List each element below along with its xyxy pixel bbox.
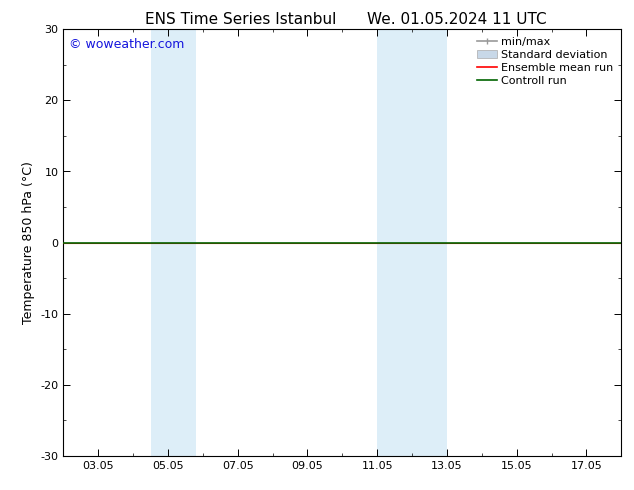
Y-axis label: Temperature 850 hPa (°C): Temperature 850 hPa (°C) [22,161,35,324]
Text: © woweather.com: © woweather.com [69,38,184,51]
Bar [377,29,447,456]
Legend: min/max, Standard deviation, Ensemble mean run, Controll run: min/max, Standard deviation, Ensemble me… [475,35,616,88]
Text: We. 01.05.2024 11 UTC: We. 01.05.2024 11 UTC [366,12,547,27]
Text: ENS Time Series Istanbul: ENS Time Series Istanbul [145,12,337,27]
Bar [150,29,196,456]
